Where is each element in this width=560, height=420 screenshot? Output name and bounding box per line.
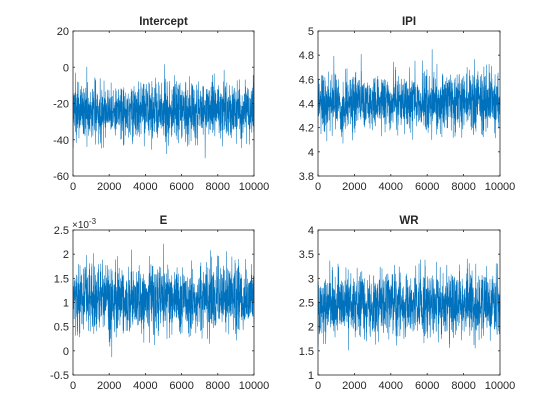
x-tick-label: 4000 [379, 380, 403, 392]
y-tick-label: 1 [308, 370, 314, 382]
y-tick-label: 0 [63, 62, 69, 74]
y-tick-label: 4 [308, 147, 314, 159]
series-trace-line [317, 258, 501, 351]
y-tick-label: 4.4 [299, 99, 314, 111]
x-tick-label: 2000 [342, 380, 366, 392]
x-tick-label: 6000 [415, 181, 439, 193]
y-tick-label: 4 [308, 225, 314, 237]
x-tick-label: 0 [315, 380, 321, 392]
x-tick-label: 8000 [451, 181, 475, 193]
x-tick-label: 10000 [485, 181, 516, 193]
series-trace-line [317, 49, 501, 144]
y-tick-label: 2 [63, 249, 69, 261]
y-tick-label: -20 [53, 99, 69, 111]
y-tick-label: 5 [308, 26, 314, 38]
series-trace-line [72, 243, 255, 358]
y-tick-label: 1.5 [54, 273, 69, 285]
x-tick-label: 6000 [169, 380, 193, 392]
x-tick-label: 8000 [206, 181, 230, 193]
y-tick-label: 2.5 [54, 225, 69, 237]
x-tick-label: 10000 [239, 380, 270, 392]
subplot-3: 0 2000 4000 6000 8000 10000 1 1.5 2 2.5 3 3.5 4 WR [299, 215, 516, 392]
x-tick-label: 4000 [133, 181, 157, 193]
y-exponent-label: ×10-3 [72, 217, 97, 231]
y-tick-label: 2 [308, 322, 314, 334]
y-tick-label: 1.5 [299, 346, 314, 358]
x-tick-label: 10000 [239, 181, 270, 193]
subplot-1: 0 2000 4000 6000 8000 10000 3.8 4 4.2 4.4 4.6 4.8 5 I… [299, 16, 516, 193]
x-tick-label: 2000 [342, 181, 366, 193]
x-tick-label: 0 [70, 380, 76, 392]
subplot-2: 0 2000 4000 6000 8000 10000-0.500.511.522.5E×… [50, 215, 269, 392]
y-tick-label: -0.5 [50, 370, 69, 382]
x-tick-label: 8000 [206, 380, 230, 392]
y-tick-label: 3.5 [299, 249, 314, 261]
x-tick-label: 0 [315, 181, 321, 193]
x-tick-label: 4000 [133, 380, 157, 392]
subplot-title: E [160, 215, 168, 227]
subplot-title: Intercept [139, 16, 188, 28]
y-tick-label: 0.5 [54, 322, 69, 334]
y-tick-label: -60 [53, 171, 69, 183]
y-tick-label: 3 [308, 273, 314, 285]
x-tick-label: 8000 [451, 380, 475, 392]
series-trace-line [72, 64, 255, 159]
subplot-0: 0 2000 4000 6000 8000 10000 -60 -40 -20 0 20 Interc… [53, 16, 269, 193]
y-tick-label: 0 [63, 346, 69, 358]
subplot-title: IPI [402, 16, 416, 28]
y-tick-label: -40 [53, 135, 69, 147]
y-tick-label: 4.6 [299, 74, 314, 86]
y-tick-label: 4.8 [299, 50, 314, 62]
y-tick-label: 20 [57, 26, 69, 38]
x-tick-label: 6000 [169, 181, 193, 193]
y-tick-label: 1 [63, 298, 69, 310]
x-tick-label: 2000 [97, 181, 121, 193]
x-tick-label: 0 [70, 181, 76, 193]
y-tick-label: 2.5 [299, 298, 314, 310]
y-tick-label: 3.8 [299, 171, 314, 183]
x-tick-label: 4000 [379, 181, 403, 193]
x-tick-label: 2000 [97, 380, 121, 392]
subplot-title: WR [399, 215, 419, 227]
y-tick-label: 4.2 [299, 123, 314, 135]
x-tick-label: 10000 [485, 380, 516, 392]
x-tick-label: 6000 [415, 380, 439, 392]
